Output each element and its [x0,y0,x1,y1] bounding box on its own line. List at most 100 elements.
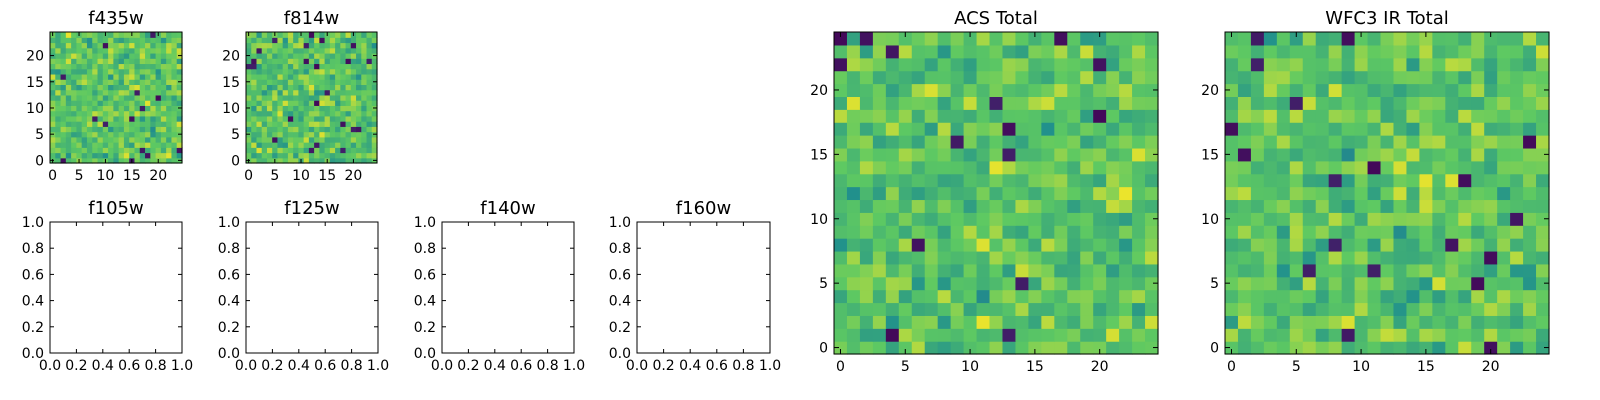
heatmap-cell [350,84,357,91]
heatmap-cell [1458,225,1472,239]
heatmap-cell [76,73,83,80]
heatmap-cell [1237,109,1252,123]
heatmap-cell [1106,289,1120,304]
heatmap-cell [1354,199,1369,213]
heatmap-cell [885,225,900,239]
heatmap-cell [1380,135,1395,149]
heatmap-cell [97,42,104,49]
heatmap-cell [1315,96,1330,110]
heatmap-cell [1458,70,1472,85]
heatmap-cell [989,147,1004,162]
heatmap-cell [1484,96,1498,110]
heatmap-cell [950,96,965,110]
heatmap-cell [1380,70,1395,85]
heatmap-cell [1067,276,1081,291]
heatmap-cell [123,100,130,106]
heatmap-cell [108,89,114,96]
heatmap-cell [1067,263,1081,278]
heatmap-cell [266,110,273,117]
heatmap-cell [92,115,99,122]
heatmap-cell [872,302,887,316]
heatmap-cell [361,89,368,96]
heatmap-cell [1080,250,1094,265]
heatmap-cell [976,160,991,175]
heatmap-cell [898,302,913,316]
heatmap-cell [340,152,347,159]
heatmap-cell [1354,83,1369,97]
heatmap-cell [989,302,1004,316]
heatmap-cell [1510,109,1524,123]
heatmap-cell [345,94,352,101]
heatmap-cell [1237,225,1252,239]
heatmap-cell [976,250,991,265]
heatmap-cell [150,68,157,75]
heatmap-cell [86,157,93,164]
heatmap-cell [1536,109,1550,123]
heatmap-cell [885,289,900,304]
heatmap-cell [308,152,315,159]
heatmap-cell [298,121,305,127]
heatmap-cell [176,147,183,154]
heatmap-cell [911,212,926,226]
heatmap-cell [834,122,848,136]
heatmap-cell [298,84,305,91]
heatmap-cell [139,100,146,106]
heatmap-cell [129,68,136,75]
heatmap-cell [113,94,120,101]
heatmap-cell [171,47,178,54]
heatmap-cell [65,68,72,75]
heatmap-cell [129,105,136,112]
heatmap-cell [1080,238,1094,252]
heatmap-cell [345,157,352,164]
heatmap-cell [60,142,67,148]
heatmap-cell [71,131,77,138]
x-tick-label: 0.6 [118,358,140,374]
heatmap-cell [350,110,357,117]
heatmap-cell [1289,173,1304,188]
heatmap-cell [1119,32,1133,46]
heatmap-cell [81,105,88,112]
heatmap-cell [113,68,120,75]
heatmap-cell [885,135,900,149]
heatmap-cell [1536,96,1550,110]
heatmap-cell [55,84,62,91]
heatmap-cell [298,52,305,59]
heatmap-cell [350,58,357,65]
heatmap-cell [898,147,913,162]
x-tick-label: 20 [1091,359,1109,375]
heatmap-cell [293,115,299,122]
heatmap-cell [65,47,72,54]
heatmap-cell [345,131,352,138]
heatmap-cell [335,136,341,143]
heatmap-cell [1419,57,1433,72]
heatmap-cell [308,157,315,164]
heatmap-cell [166,63,173,70]
heatmap-cell [246,47,252,54]
heatmap-cell [885,32,900,46]
heatmap-cell [1119,225,1133,239]
heatmap-cell [1132,276,1146,291]
heatmap-cell [1510,341,1524,355]
heatmap-cell [924,173,939,188]
heatmap-cell [155,79,162,85]
heatmap-cell [92,68,99,75]
heatmap-cell [1067,160,1081,175]
heatmap-cell [345,147,352,154]
heatmap-cell [256,136,263,143]
heatmap-cell [71,37,77,44]
heatmap-cell [1054,147,1068,162]
heatmap-cell [1028,122,1042,136]
heatmap-cell [293,84,299,91]
heatmap-cell [846,238,861,252]
heatmap-cell [366,37,373,44]
heatmap-cell [55,68,62,75]
heatmap-cell [371,147,378,154]
heatmap-cell [1497,96,1511,110]
heatmap-cell [1458,122,1472,136]
heatmap-cell [1145,57,1159,72]
x-tick-label: 1.0 [563,358,585,374]
heatmap-cell [1145,44,1159,59]
heatmap-cell [1093,83,1107,97]
heatmap-cell [129,47,136,54]
heatmap-cell [277,89,284,96]
